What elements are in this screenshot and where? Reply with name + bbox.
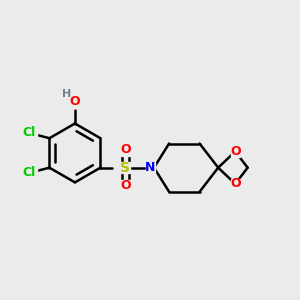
Text: Cl: Cl bbox=[23, 167, 36, 179]
Bar bbox=[121, 162, 130, 173]
Bar bbox=[21, 167, 38, 178]
Bar bbox=[68, 95, 82, 108]
Text: N: N bbox=[145, 161, 156, 174]
Text: H: H bbox=[62, 89, 71, 99]
Text: O: O bbox=[120, 143, 131, 157]
Bar bbox=[146, 162, 154, 173]
Text: S: S bbox=[120, 161, 130, 175]
Bar bbox=[21, 127, 38, 139]
Text: Cl: Cl bbox=[23, 126, 36, 140]
Text: O: O bbox=[120, 179, 131, 192]
Bar bbox=[121, 180, 130, 191]
Bar bbox=[121, 144, 130, 156]
Text: O: O bbox=[230, 177, 241, 190]
Bar bbox=[231, 178, 240, 189]
Text: O: O bbox=[230, 145, 241, 158]
Bar bbox=[231, 146, 240, 157]
Text: O: O bbox=[70, 95, 80, 108]
